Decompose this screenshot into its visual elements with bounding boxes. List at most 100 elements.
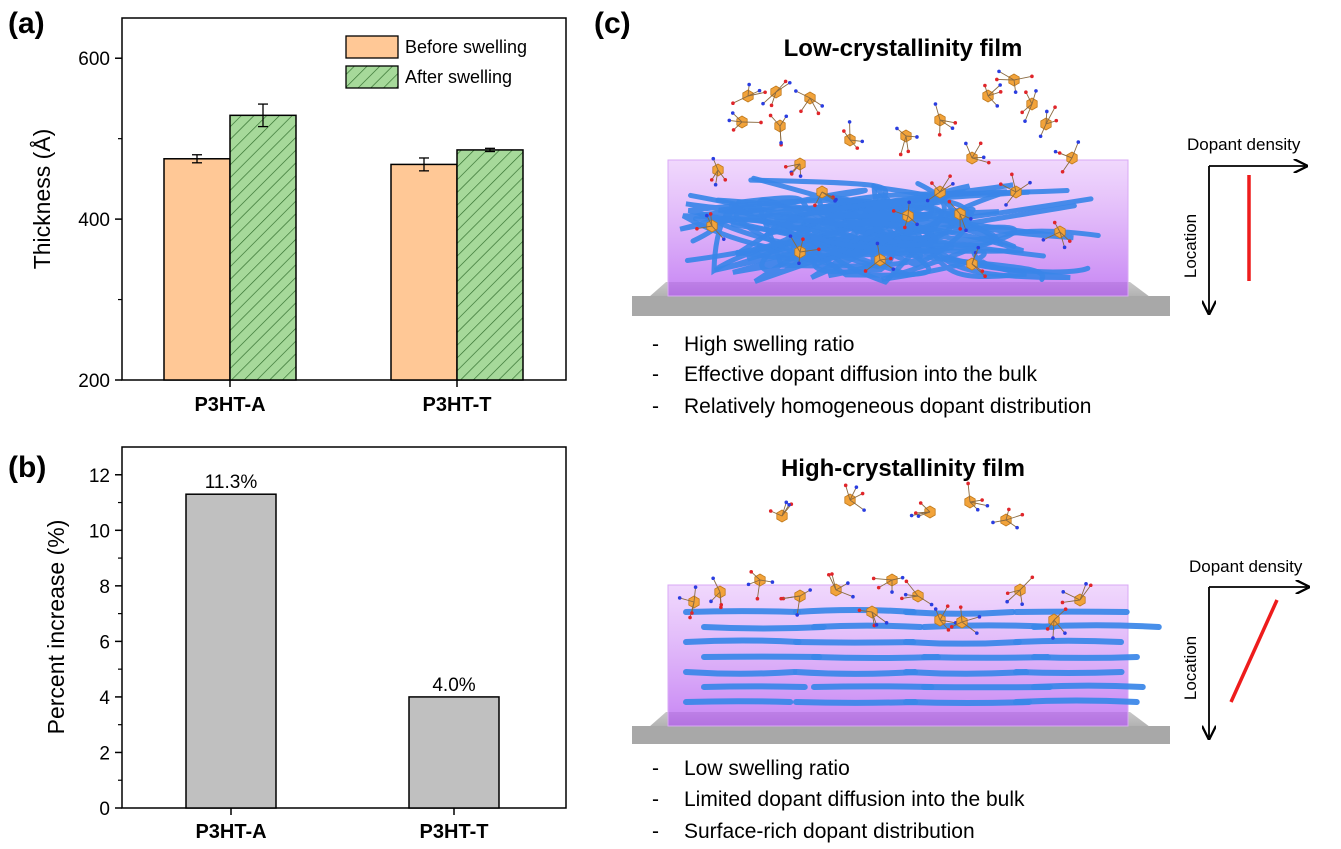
polymer-lamella [1031, 654, 1140, 661]
bar-percent-p3ht-a [185, 493, 277, 809]
bar-percent-p3ht-t [408, 696, 500, 809]
high-substrate-front [632, 726, 1170, 744]
bar-after-p3ht-a [229, 114, 297, 381]
dopant-molecule [995, 69, 1034, 94]
dopant-molecule [677, 585, 700, 620]
polymer-lamella [811, 654, 942, 662]
legend-label: Before swelling [405, 37, 527, 57]
y-tick-label: 4 [99, 688, 110, 709]
y-tick-label: 6 [99, 632, 110, 653]
data-label: 4.0% [432, 675, 475, 696]
dopant-molecule [727, 111, 763, 132]
dopant-molecule [871, 573, 905, 594]
x-tick-label: P3HT-T [423, 394, 492, 416]
polymer-lamella [683, 608, 801, 615]
dopant-molecule [964, 481, 990, 512]
low-density-profile: Dopant density Location [1181, 135, 1305, 312]
dopant-molecule [794, 89, 825, 116]
dopant-molecule [788, 234, 821, 266]
high-film-bullets: - Low swelling ratio - Limited dopant di… [652, 757, 1025, 843]
bar-before-p3ht-a [163, 158, 231, 381]
polymer-chain [694, 181, 957, 278]
y-tick-label: 12 [89, 466, 110, 487]
dopant-molecule [895, 126, 919, 157]
dopant-molecule [813, 185, 838, 208]
low-profile-x-label: Dopant density [1187, 135, 1301, 154]
y-tick-label: 400 [78, 210, 110, 231]
error-bar [419, 157, 429, 172]
dopant-molecule [843, 483, 866, 512]
bullet-marker: - [652, 788, 659, 811]
polymer-lamella [683, 669, 798, 677]
dopant-molecule [909, 501, 936, 519]
polymer-lamella [1031, 622, 1162, 630]
dopant-molecule [857, 605, 889, 628]
polymer-lamella [793, 669, 919, 677]
bar-before-p3ht-t [390, 163, 458, 381]
dopant-molecule [925, 174, 955, 203]
polymer-lamella [701, 624, 827, 632]
y-tick-label: 8 [99, 577, 110, 598]
polymer-lamella [683, 698, 794, 705]
dopant-molecule [746, 570, 775, 601]
polymer-lamella [903, 639, 1022, 647]
high-bullet-2: Limited dopant diffusion into the bulk [684, 788, 1025, 811]
data-label: 11.3% [205, 472, 258, 493]
polymer-chain [684, 182, 1024, 270]
bullet-marker: - [652, 333, 659, 356]
dopant-molecule [768, 500, 794, 523]
dopant-molecule [1005, 575, 1035, 607]
dopant-molecule [695, 212, 726, 241]
y-tick-label: 600 [78, 49, 110, 70]
polymer-lamella [811, 683, 935, 690]
bullet-marker: - [652, 820, 659, 843]
high-profile-x-label: Dopant density [1189, 557, 1303, 576]
y-tick-label: 200 [78, 371, 110, 392]
dopant-molecule [1041, 220, 1072, 250]
high-density-profile: Dopant density Location [1181, 557, 1307, 737]
low-bullet-2: Effective dopant diffusion into the bulk [684, 363, 1037, 386]
polymer-lamella [903, 669, 1030, 677]
dopant-molecule [761, 79, 792, 108]
dopant-molecule [933, 102, 958, 137]
panel-c-schematic: Low-crystallinity film High-crystallinit… [632, 35, 1307, 843]
dopant-molecule [991, 507, 1025, 530]
legend-label: After swelling [405, 67, 512, 87]
dopant-molecule [842, 120, 865, 150]
dopant-molecule [933, 604, 958, 632]
bullet-marker: - [652, 395, 659, 418]
chart-a-frame [121, 17, 567, 381]
x-tick-label: P3HT-A [195, 821, 266, 843]
low-profile-y-label: Location [1181, 214, 1200, 278]
polymer-lamella [793, 639, 917, 646]
dopant-molecule [998, 172, 1032, 207]
high-bullet-1: Low swelling ratio [684, 757, 850, 780]
dopant-molecule [947, 199, 973, 233]
chart-a-ylabel: Thickness (Å) [28, 129, 55, 270]
panel-label-c: (c) [594, 7, 631, 40]
polymer-lamella [903, 699, 1033, 706]
low-bullet-3: Relatively homogeneous dopant distributi… [684, 395, 1091, 418]
chart-b-ylabel: Percent increase (%) [43, 520, 69, 735]
bullet-marker: - [652, 363, 659, 386]
high-crystallinity-film-illustration [632, 481, 1170, 744]
low-film-bullets: - High swelling ratio - Effective dopant… [652, 333, 1091, 418]
panel-label-a: (a) [8, 7, 45, 40]
dopant-molecule [1045, 607, 1068, 640]
dopant-molecule [731, 82, 767, 106]
dopant-molecule [779, 588, 812, 617]
dopant-molecule [1020, 89, 1038, 123]
dopant-molecule [863, 241, 896, 273]
x-tick-label: P3HT-A [194, 394, 265, 416]
dopant-molecule [783, 157, 806, 178]
polymer-lamella [903, 609, 1016, 617]
low-bullet-1: High swelling ratio [684, 333, 854, 356]
dopant-molecule [1053, 140, 1081, 174]
high-film-title: High-crystallinity film [781, 455, 1025, 482]
dopant-molecule [709, 156, 728, 187]
polymer-lamella [701, 683, 808, 690]
error-bar [485, 147, 495, 153]
dopant-molecule [891, 200, 919, 230]
dopant-molecule [949, 605, 982, 635]
